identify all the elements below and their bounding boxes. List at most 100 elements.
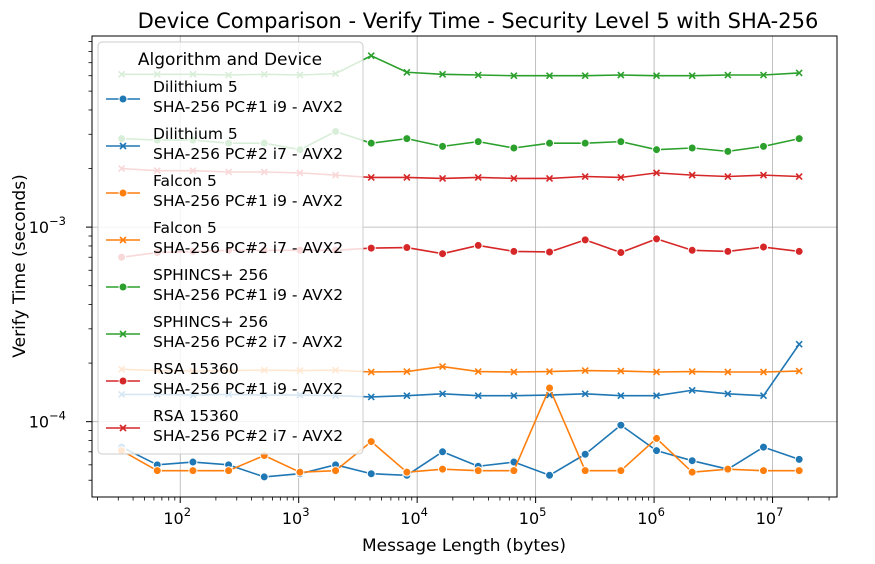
data-point xyxy=(652,169,661,177)
data-point xyxy=(617,367,625,375)
data-point xyxy=(617,392,625,400)
data-point xyxy=(367,368,375,376)
legend-entry-name: RSA 15360 xyxy=(153,407,239,425)
data-point xyxy=(616,248,626,258)
legend-title: Algorithm and Device xyxy=(138,50,322,70)
data-point xyxy=(616,420,626,430)
legend-entry-name: SPHINCS+ 256 xyxy=(153,266,268,284)
legend-marker xyxy=(119,142,127,150)
data-point xyxy=(580,449,590,459)
data-point xyxy=(438,141,448,151)
data-point xyxy=(438,249,448,259)
data-point xyxy=(795,340,803,348)
series-line xyxy=(121,424,800,478)
data-point xyxy=(152,466,162,476)
data-point xyxy=(652,234,662,244)
y-tick-label: 10−3 xyxy=(29,214,66,237)
data-point xyxy=(545,367,554,376)
legend-marker xyxy=(118,94,128,104)
data-point xyxy=(724,172,732,181)
data-point xyxy=(688,386,696,394)
data-point xyxy=(402,467,412,477)
data-point xyxy=(581,172,589,181)
data-point xyxy=(403,173,411,182)
data-point xyxy=(367,173,375,182)
legend-entry-name: Dilithium 5 xyxy=(153,78,238,96)
data-point xyxy=(652,446,662,456)
legend-entry-device: SHA-256 PC#2 i7 - AVX2 xyxy=(153,427,343,445)
x-tick-label: 104 xyxy=(400,505,428,528)
data-point xyxy=(438,174,447,182)
data-point xyxy=(581,367,589,375)
data-point xyxy=(652,145,662,155)
data-point xyxy=(510,72,518,80)
data-point xyxy=(402,134,412,144)
data-point xyxy=(724,390,732,398)
legend-entry-name: RSA 15360 xyxy=(153,360,239,378)
data-point xyxy=(438,70,447,78)
data-point xyxy=(509,143,519,153)
legend-entry-device: SHA-256 PC#2 i7 - AVX2 xyxy=(153,239,343,257)
data-point xyxy=(366,437,376,447)
legend-entry-name: SPHINCS+ 256 xyxy=(153,313,268,331)
legend-entry-device: SHA-256 PC#2 i7 - AVX2 xyxy=(153,145,343,163)
y-tick-label: 10−4 xyxy=(29,409,66,432)
data-point xyxy=(795,367,803,375)
legend-entry-device: SHA-256 PC#2 i7 - AVX2 xyxy=(153,333,343,351)
data-point xyxy=(616,137,626,147)
data-point xyxy=(545,138,555,148)
data-point xyxy=(616,466,626,476)
data-point xyxy=(581,390,589,398)
data-point xyxy=(545,383,555,393)
data-point xyxy=(474,367,482,376)
data-point xyxy=(759,466,769,476)
legend: Algorithm and Device Dilithium 5 SHA-256 … xyxy=(97,41,364,455)
data-point xyxy=(759,392,768,400)
data-point xyxy=(259,472,269,482)
plot-area xyxy=(91,35,838,498)
data-point xyxy=(759,242,769,252)
x-tick-label: 106 xyxy=(637,505,665,528)
data-point xyxy=(794,466,804,476)
data-point xyxy=(331,466,341,476)
x-tick-label: 105 xyxy=(519,505,547,528)
data-point xyxy=(759,71,768,79)
data-point xyxy=(438,362,447,371)
legend-entry-device: SHA-256 PC#1 i9 - AVX2 xyxy=(153,98,343,116)
legend-entry-device: SHA-256 PC#1 i9 - AVX2 xyxy=(153,380,343,398)
data-point xyxy=(545,72,554,80)
data-point xyxy=(366,243,376,253)
data-point xyxy=(794,246,804,256)
series-falcon-5-pc1 xyxy=(117,383,804,477)
data-point xyxy=(403,392,411,400)
data-point xyxy=(759,442,769,452)
data-point xyxy=(473,137,483,147)
chart-title: Device Comparison - Verify Time - Securi… xyxy=(138,9,819,33)
legend-entry-device: SHA-256 PC#1 i9 - AVX2 xyxy=(153,192,343,210)
data-point xyxy=(473,240,483,250)
data-point xyxy=(188,466,198,476)
data-point xyxy=(652,392,661,400)
series-line xyxy=(121,387,800,473)
data-point xyxy=(438,464,448,474)
data-point xyxy=(794,134,804,144)
data-point xyxy=(759,368,768,376)
data-point xyxy=(509,246,519,256)
data-point xyxy=(617,173,625,182)
data-point xyxy=(687,143,697,153)
data-point xyxy=(687,245,697,255)
data-point xyxy=(794,454,804,464)
x-tick-label: 103 xyxy=(282,505,310,528)
data-point xyxy=(759,141,769,151)
data-point xyxy=(510,368,518,376)
legend-marker xyxy=(119,330,127,338)
data-point xyxy=(366,138,376,148)
data-point xyxy=(617,71,625,79)
data-point xyxy=(295,467,305,477)
data-point xyxy=(795,69,803,77)
x-axis-label: Message Length (bytes) xyxy=(362,536,566,556)
legend-marker xyxy=(118,188,128,198)
data-point xyxy=(688,367,696,376)
data-point xyxy=(724,71,732,79)
